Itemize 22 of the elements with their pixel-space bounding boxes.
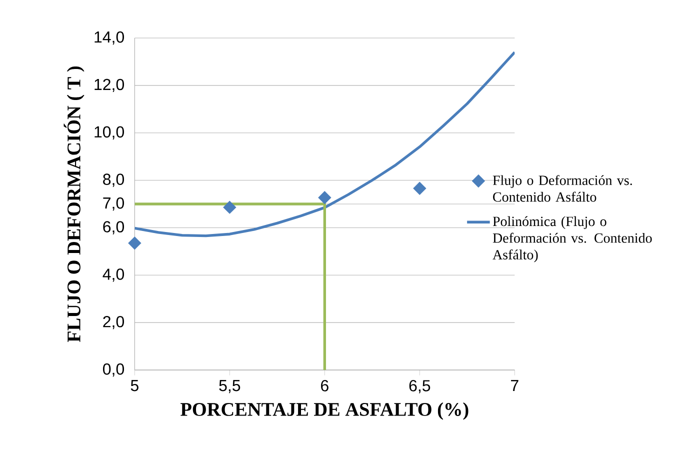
x-tick-label: 5 (130, 380, 138, 392)
x-tick-label: 7 (511, 380, 518, 392)
point (413, 182, 426, 195)
point (318, 191, 332, 204)
y-tick-label: 4,0 (102, 268, 124, 282)
x-tick-label: 6,5 (409, 380, 430, 394)
y-tick-label: 0,0 (103, 363, 124, 377)
y-tick-label: 10,0 (94, 126, 124, 140)
x-tick-label: 5,5 (219, 380, 240, 394)
legend-label: Polinómica (Flujo o Deformación vs. Contenido Asfálto) (492, 216, 652, 262)
point (223, 200, 236, 214)
y-tick-label: 8,0 (103, 174, 124, 187)
x-axis-title: PORCENTAJE DE ASFALTO (%) (180, 402, 468, 420)
y-tick-label: 7,0 (103, 197, 124, 211)
y-axis-title: FLUJO O DEFORMACIÓN ( T ) (64, 66, 84, 342)
y-tick-label: 6,0 (103, 221, 124, 234)
y-tick-label: 12,0 (94, 78, 124, 92)
y-tick-label: 14,0 (94, 31, 124, 45)
legend-label: Flujo o Deformación vs. Contenido Asfálto (492, 175, 632, 202)
point (128, 236, 142, 250)
y-tick-label: 2,0 (103, 316, 124, 330)
x-tick-label: 6 (321, 380, 328, 392)
